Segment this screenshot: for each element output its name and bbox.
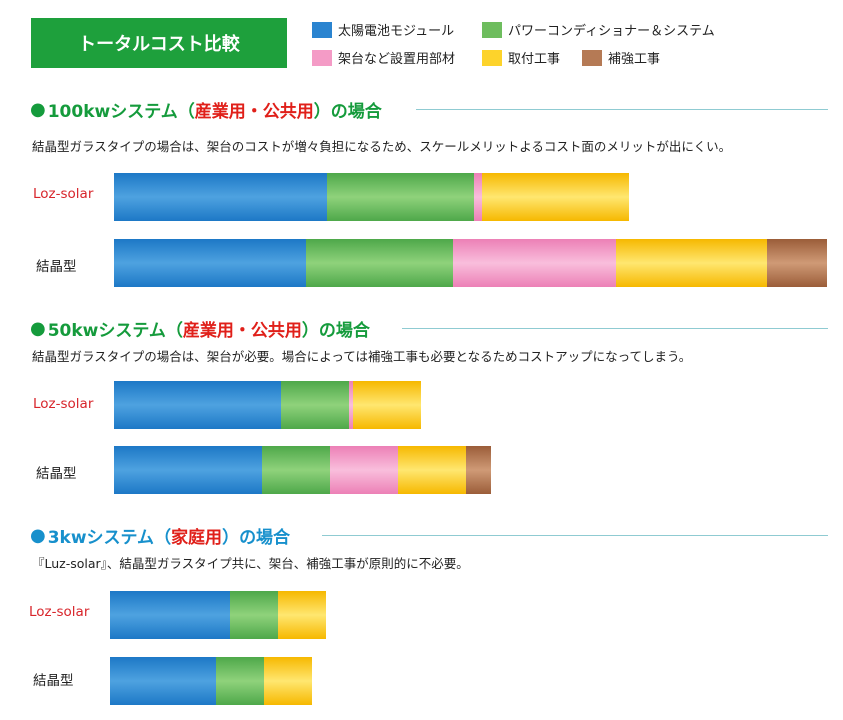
section-heading-suffix: の場合 [318, 321, 370, 341]
section-heading-paren-open: （ [154, 528, 172, 548]
bar-segment-reinforce [767, 239, 827, 287]
legend-swatch-pcs [482, 21, 502, 38]
section-description: 結晶型ガラスタイプの場合は、架台のコストが増々負担になるため、スケールメリットよ… [32, 139, 732, 154]
legend-label-reinforce: 補強工事 [608, 52, 661, 67]
stacked-bar [114, 173, 629, 221]
legend-item-module: 太陽電池モジュール [312, 20, 454, 39]
stacked-bar [114, 239, 827, 287]
bar-segment-pcs [216, 657, 264, 705]
legend-swatch-module [312, 21, 332, 38]
section-heading-paren-close: ） [301, 321, 319, 341]
legend-label-mount: 架台など設置用部材 [338, 52, 456, 67]
bar-segment-pcs [262, 446, 330, 494]
legend-swatch-install [482, 49, 502, 66]
section-heading-highlight: 産業用・公共用 [182, 321, 302, 341]
legend-item-mount: 架台など設置用部材 [312, 48, 455, 67]
section-heading-paren-close: ） [313, 102, 331, 122]
section-description: 結晶型ガラスタイプの場合は、架台が必要。場合によっては補強工事も必要となるためコ… [32, 349, 692, 364]
row-label-loz-solar: Loz-solar [33, 186, 94, 202]
legend-item-reinforce: 補強工事 [582, 48, 660, 67]
section-heading-suffix: の場合 [330, 102, 382, 122]
section-description: 『Luz-solar』、結晶型ガラスタイプ共に、架台、補強工事が原則的に不必要。 [32, 556, 469, 571]
row-label-kessho: 結晶型 [36, 466, 77, 482]
legend-item-pcs: パワーコンディショナー＆システム [482, 20, 715, 39]
bar-segment-module [110, 591, 230, 639]
bar-segment-module [114, 381, 281, 429]
bar-segment-module [114, 239, 306, 287]
row-label-kessho: 結晶型 [33, 673, 74, 689]
legend-label-install: 取付工事 [508, 52, 561, 67]
legend-swatch-reinforce [582, 49, 602, 66]
section-heading-paren-open: （ [165, 321, 183, 341]
section-heading-prefix: 50kwシステム [47, 321, 166, 341]
bar-segment-mount [474, 173, 482, 221]
row-label-loz-solar: Loz-solar [29, 604, 90, 620]
page-title: トータルコスト比較 [31, 18, 287, 68]
bar-segment-module [114, 446, 262, 494]
section-divider [402, 328, 828, 329]
section-heading-100kw: ● 100kwシステム （ 産業用・公共用 ） の場合 [30, 97, 382, 122]
bar-segment-module [110, 657, 216, 705]
bar-segment-reinforce [466, 446, 491, 494]
bar-segment-mount [349, 381, 353, 429]
section-heading-prefix: 100kwシステム [47, 102, 178, 122]
bar-segment-pcs [306, 239, 453, 287]
stacked-bar [110, 657, 312, 705]
stacked-bar [114, 446, 491, 494]
section-divider [416, 109, 828, 110]
bar-segment-install [278, 591, 326, 639]
bar-segment-install [482, 173, 629, 221]
bullet-dot-icon: ● [30, 99, 46, 120]
section-heading-prefix: 3kwシステム [47, 528, 155, 548]
bar-segment-pcs [230, 591, 278, 639]
bar-segment-install [398, 446, 466, 494]
bar-segment-pcs [281, 381, 349, 429]
section-heading-highlight: 産業用・公共用 [194, 102, 314, 122]
bar-segment-install [616, 239, 767, 287]
stacked-bar [110, 591, 326, 639]
section-heading-paren-close: ） [222, 528, 240, 548]
legend-label-pcs: パワーコンディショナー＆システム [508, 24, 715, 39]
bar-segment-mount [330, 446, 398, 494]
bar-segment-install [264, 657, 312, 705]
section-heading-paren-open: （ [177, 102, 195, 122]
row-label-kessho: 結晶型 [36, 259, 77, 275]
row-label-loz-solar: Loz-solar [33, 396, 94, 412]
section-heading-highlight: 家庭用 [171, 528, 223, 548]
bullet-dot-icon: ● [30, 525, 46, 546]
bullet-dot-icon: ● [30, 318, 46, 339]
legend-item-install: 取付工事 [482, 48, 560, 67]
section-heading-suffix: の場合 [239, 528, 291, 548]
stacked-bar [114, 381, 421, 429]
section-divider [322, 535, 828, 536]
bar-segment-mount [453, 239, 616, 287]
bar-segment-install [353, 381, 421, 429]
legend-swatch-mount [312, 49, 332, 66]
legend-label-module: 太陽電池モジュール [338, 24, 455, 39]
bar-segment-pcs [327, 173, 474, 221]
section-heading-50kw: ● 50kwシステム （ 産業用・公共用 ） の場合 [30, 316, 370, 341]
bar-segment-module [114, 173, 327, 221]
section-heading-3kw: ● 3kwシステム （ 家庭用 ） の場合 [30, 523, 290, 548]
